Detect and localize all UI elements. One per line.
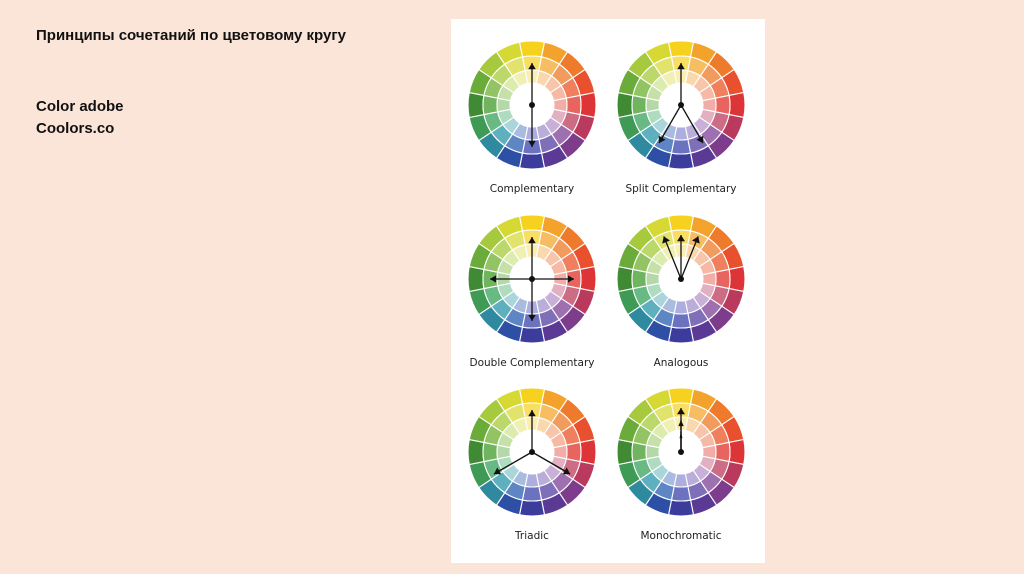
wheel-segment <box>579 265 597 293</box>
arrow-head <box>528 314 536 321</box>
color-wheel-graphic <box>616 214 746 344</box>
wheel-segment <box>518 326 546 344</box>
wheel-segment <box>518 214 546 232</box>
color-wheel-graphic <box>616 387 746 517</box>
wheel-segment <box>670 485 692 502</box>
arrow-head <box>692 236 700 244</box>
arrow-head <box>567 275 574 283</box>
arrow-head <box>493 467 502 475</box>
color-wheel-graphic <box>467 214 597 344</box>
arrow-head <box>528 237 536 244</box>
color-wheel-graphic <box>616 40 746 170</box>
wheel-segment <box>482 441 499 463</box>
wheel-double-complementary <box>467 214 597 344</box>
arrow-line <box>680 236 699 280</box>
wheel-segment <box>670 138 692 155</box>
wheel-segment <box>518 152 546 170</box>
arrow-head <box>528 410 536 417</box>
arrow-head <box>662 236 670 244</box>
wheel-segment <box>467 91 485 119</box>
wheel-segment <box>482 94 499 116</box>
wheel-segment <box>714 94 731 116</box>
arrow-head <box>677 63 685 70</box>
wheel-triadic <box>467 387 597 517</box>
arrow-head <box>677 235 685 242</box>
wheel-segment <box>616 265 634 293</box>
arrow-head <box>658 135 666 144</box>
wheel-complementary <box>467 40 597 170</box>
arrow-head <box>679 432 683 439</box>
link-coolors: Coolors.co <box>36 120 115 137</box>
wheel-segment <box>565 94 582 116</box>
arrow-line <box>531 451 571 475</box>
link-color-adobe: Color adobe <box>36 98 124 115</box>
wheel-analogous <box>616 214 746 344</box>
wheel-label-monochromatic: Monochromatic <box>640 530 722 542</box>
wheel-label-complementary: Complementary <box>489 183 575 195</box>
wheel-segment <box>631 441 648 463</box>
wheel-monochromatic <box>616 387 746 517</box>
wheel-segment <box>565 441 582 463</box>
arrow-head <box>562 467 571 475</box>
wheel-segment <box>667 387 695 405</box>
wheel-segment <box>616 438 634 466</box>
wheel-segment <box>518 499 546 517</box>
arrow-head <box>696 135 704 144</box>
wheel-label-split-complementary: Split Complementary <box>625 183 737 195</box>
arrow-head <box>490 275 497 283</box>
color-wheel-panel: Complementary Split Complementary Double… <box>451 19 765 563</box>
arrow-head <box>677 408 685 415</box>
wheel-segment <box>631 268 648 290</box>
color-wheel-graphic <box>467 387 597 517</box>
wheel-label-triadic: Triadic <box>515 530 549 542</box>
wheel-label-analogous: Analogous <box>653 357 709 369</box>
tool-links: Color adobe Coolors.co <box>36 96 124 140</box>
arrow-head <box>528 63 536 70</box>
slide-title: Принципы сочетаний по цветовому кругу <box>36 27 346 44</box>
wheel-segment <box>518 387 546 405</box>
wheel-segment <box>667 152 695 170</box>
wheel-segment <box>667 214 695 232</box>
wheel-segment <box>579 91 597 119</box>
arrow-line <box>680 104 704 144</box>
wheel-segment <box>616 91 634 119</box>
wheel-segment <box>667 499 695 517</box>
wheel-segment <box>714 441 731 463</box>
wheel-segment <box>667 326 695 344</box>
arrow-head <box>678 420 684 427</box>
color-wheel-graphic <box>467 40 597 170</box>
wheel-segment <box>728 265 746 293</box>
wheel-segment <box>579 438 597 466</box>
wheel-split-complementary <box>616 40 746 170</box>
wheel-segment <box>670 312 692 329</box>
wheel-label-double-complementary: Double Complementary <box>469 357 595 369</box>
wheel-segment <box>714 268 731 290</box>
arrow-line <box>663 236 682 280</box>
wheel-segment <box>728 91 746 119</box>
arrow-line <box>493 451 533 475</box>
wheel-segment <box>467 265 485 293</box>
arrow-head <box>528 140 536 147</box>
wheel-segment <box>728 438 746 466</box>
wheel-segment <box>667 40 695 58</box>
wheel-segment <box>518 40 546 58</box>
wheel-segment <box>521 485 543 502</box>
arrow-line <box>658 104 682 144</box>
wheel-segment <box>467 438 485 466</box>
wheel-segment <box>631 94 648 116</box>
